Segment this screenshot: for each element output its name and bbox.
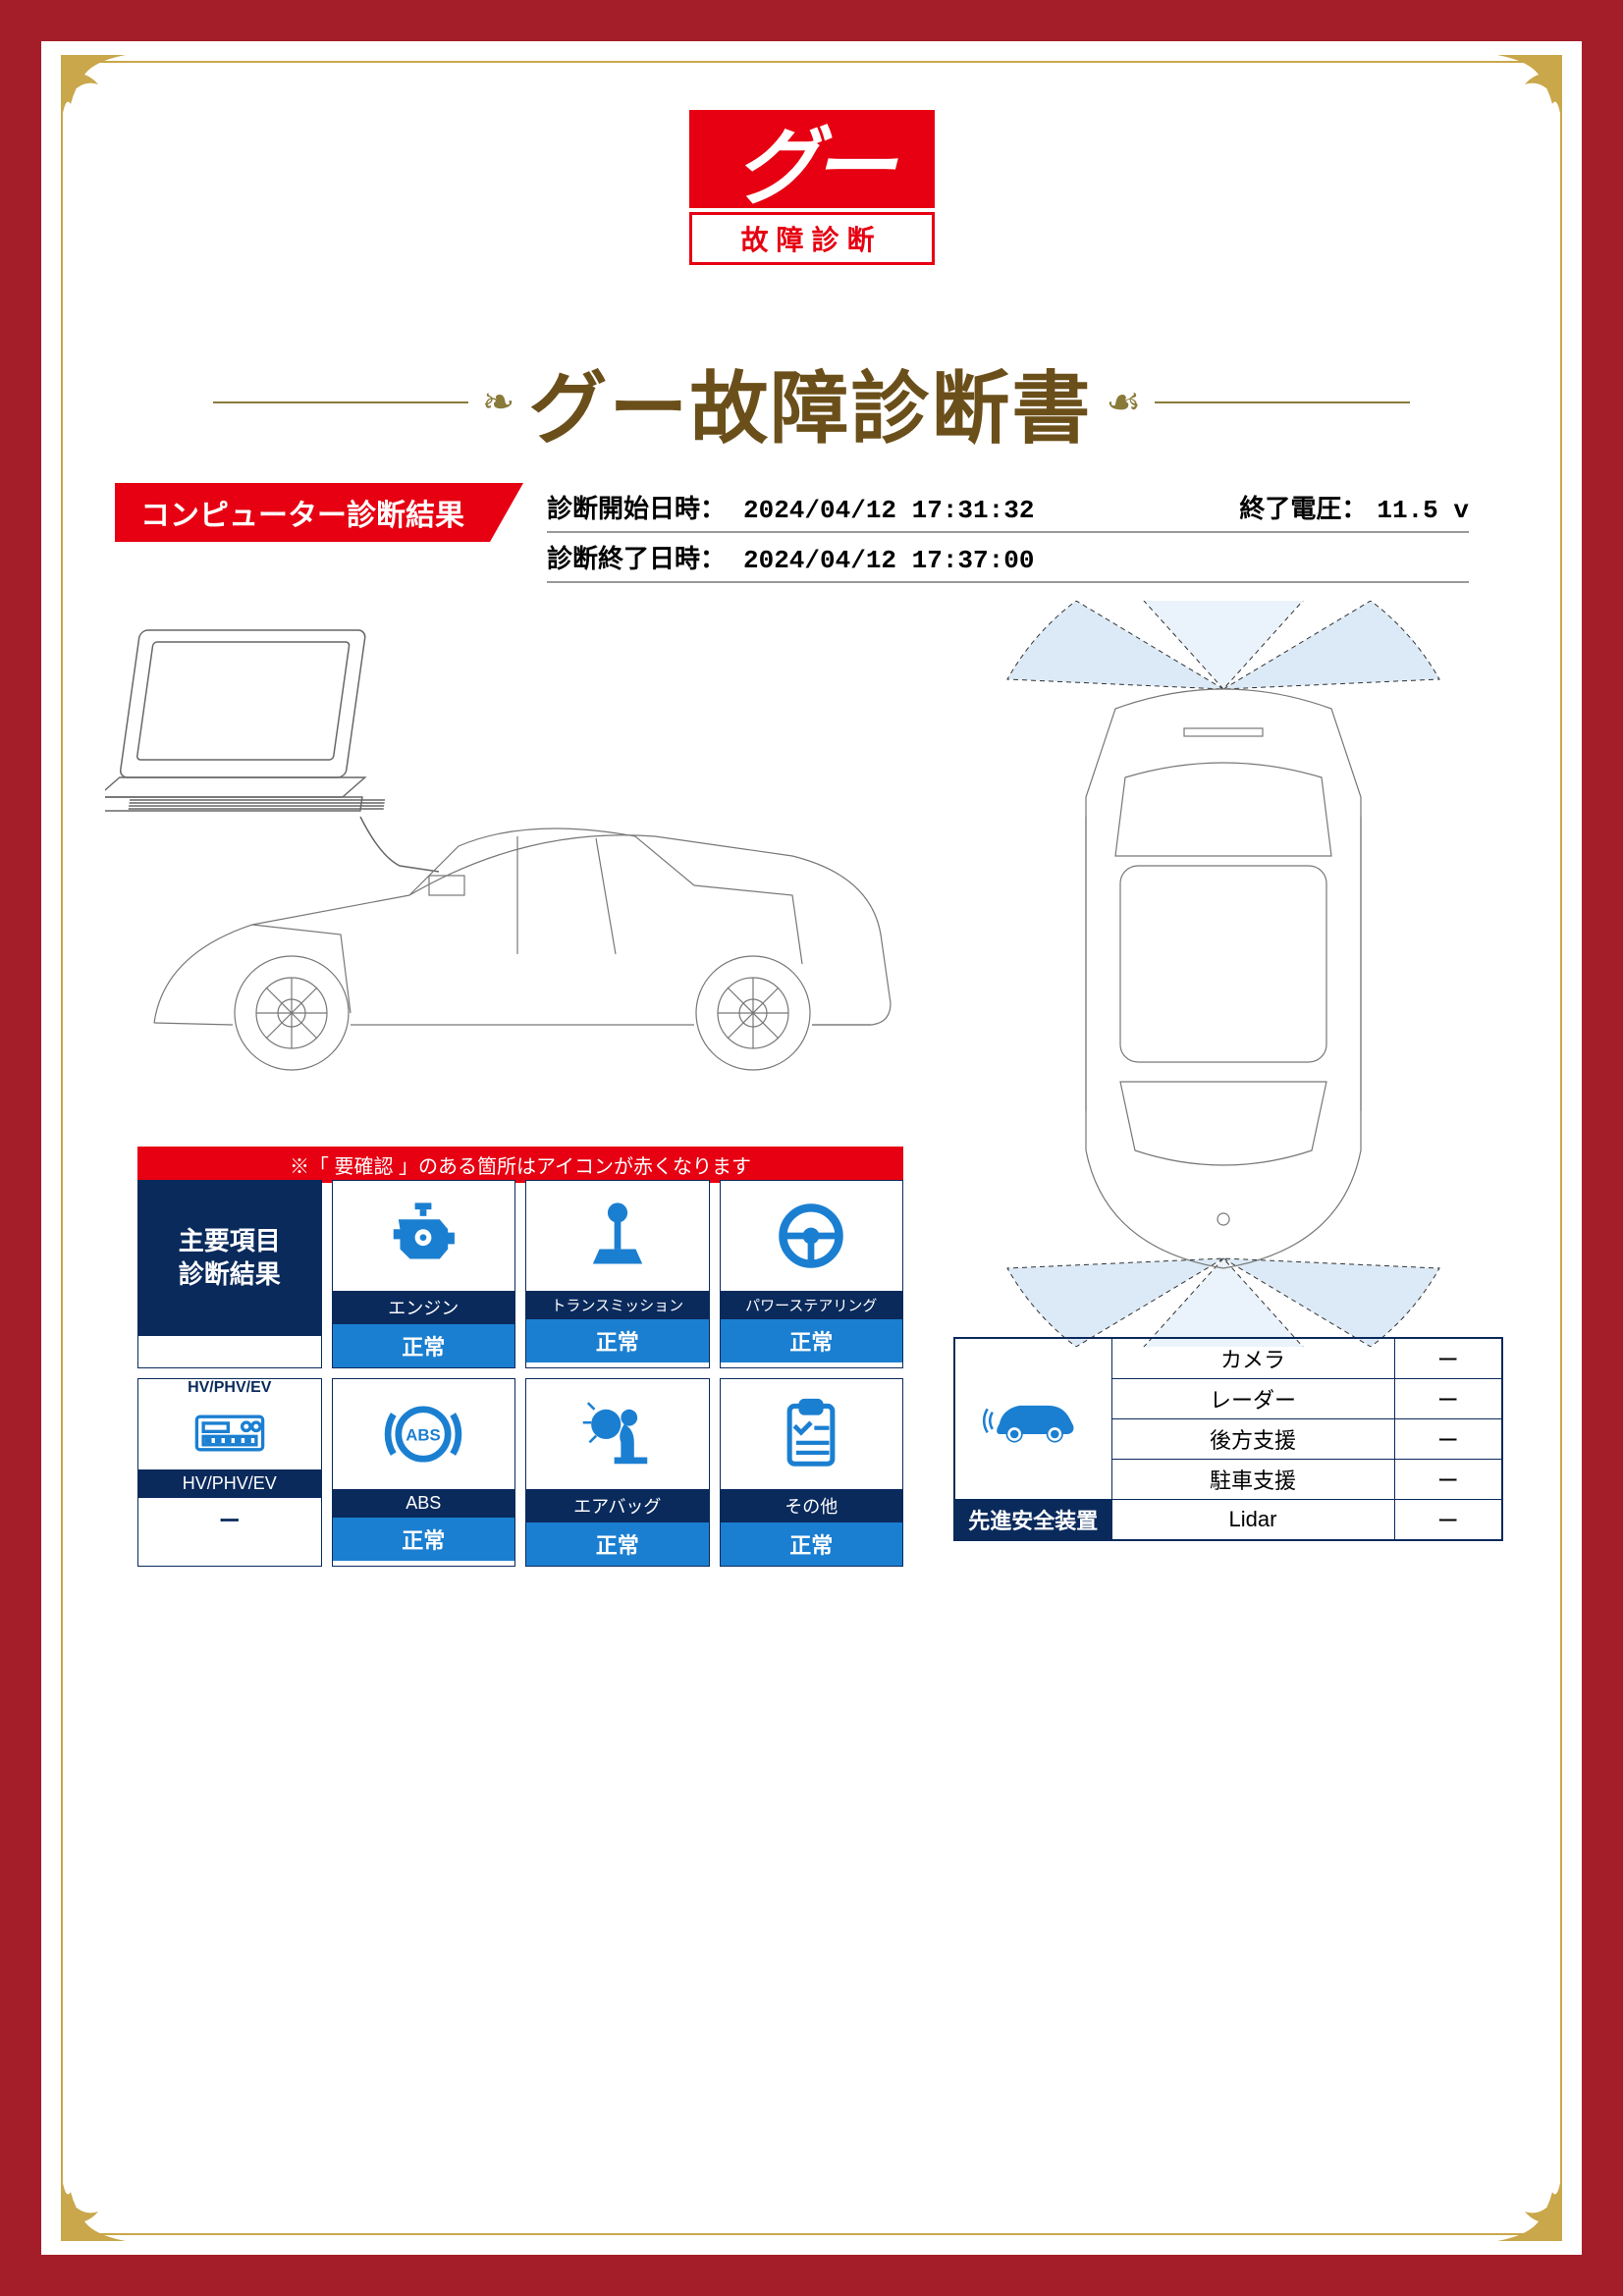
voltage-value: 11.5 v <box>1377 496 1469 525</box>
tile-hv: HV/PHV/EV HV/PHV/EV ー <box>137 1378 322 1567</box>
safety-row-val: ー <box>1394 1338 1502 1379</box>
safety-row-val: ー <box>1394 1379 1502 1419</box>
start-time-value: 2024/04/12 17:31:32 <box>743 496 1034 525</box>
steering-icon <box>721 1181 903 1291</box>
tile-status: 正常 <box>721 1319 903 1362</box>
abs-icon: ABS <box>333 1379 515 1489</box>
tile-status: 正常 <box>333 1324 515 1367</box>
section-ribbon: コンピューター診断結果 <box>115 483 523 542</box>
tile-engine: エンジン 正常 <box>332 1180 516 1368</box>
safety-row-name: カメラ <box>1111 1338 1394 1379</box>
corner-ornament-icon <box>55 55 126 126</box>
safety-table: カメラーレーダーー後方支援ー駐車支援ー先進安全装置Lidarー <box>953 1337 1503 1541</box>
tile-label: エアバッグ <box>526 1489 709 1522</box>
title-row: ❧ グー故障診断書 ☙ <box>41 346 1582 459</box>
end-time-value: 2024/04/12 17:37:00 <box>743 546 1034 575</box>
tile-status: 正常 <box>333 1518 515 1561</box>
tile-label: エンジン <box>333 1291 515 1324</box>
logo-subtitle: 故障診断 <box>689 212 935 265</box>
tile-label: その他 <box>721 1489 903 1522</box>
safety-row-name: レーダー <box>1111 1379 1394 1419</box>
corner-ornament-icon <box>1497 55 1568 126</box>
title-line-right <box>1155 401 1410 403</box>
engine-icon <box>333 1181 515 1291</box>
safety-row-val: ー <box>1394 1500 1502 1541</box>
safety-row-name: Lidar <box>1111 1500 1394 1541</box>
tile-header: 主要項目 診断結果 <box>137 1180 322 1368</box>
safety-row-name: 後方支援 <box>1111 1419 1394 1460</box>
flourish-icon: ❧ <box>482 380 515 425</box>
car-side-diagram-icon <box>105 601 910 1111</box>
hv-top-text: HV/PHV/EV <box>188 1379 271 1397</box>
tile-abs: ABS ABS 正常 <box>332 1378 516 1567</box>
table-row: カメラー <box>954 1338 1502 1379</box>
logo: グー 故障診断 <box>689 110 935 265</box>
page-content: グー 故障診断 ❧ グー故障診断書 ☙ コンピューター診断結果 診断開始日時： … <box>41 41 1582 2255</box>
safety-row-val: ー <box>1394 1419 1502 1460</box>
tile-status: 正常 <box>526 1319 709 1362</box>
tile-status: ー <box>138 1498 321 1541</box>
tile-status: 正常 <box>526 1522 709 1566</box>
transmission-icon <box>526 1181 709 1291</box>
safety-header: 先進安全装置 <box>954 1500 1111 1541</box>
start-time-label: 診断開始日時： <box>547 489 733 525</box>
info-row: 診断終了日時： 2024/04/12 17:37:00 <box>547 533 1469 583</box>
tile-airbag: エアバッグ 正常 <box>525 1378 710 1567</box>
info-row: 診断開始日時： 2024/04/12 17:31:32 終了電圧： 11.5 v <box>547 483 1469 533</box>
tile-label: ABS <box>333 1489 515 1518</box>
flourish-icon: ☙ <box>1106 380 1141 425</box>
diagnostic-info: 診断開始日時： 2024/04/12 17:31:32 終了電圧： 11.5 v… <box>547 483 1469 583</box>
diagnostic-grid: 主要項目 診断結果 エンジン 正常 トランスミッション 正常 パワーステアリング… <box>137 1180 903 1567</box>
title-line-left <box>213 401 468 403</box>
section-header: コンピューター診断結果 診断開始日時： 2024/04/12 17:31:32 … <box>115 483 1508 542</box>
corner-ornament-icon <box>55 2170 126 2241</box>
car-top-diagram-icon <box>929 601 1518 1347</box>
tile-label: トランスミッション <box>526 1291 709 1319</box>
end-time-label: 診断終了日時： <box>547 539 733 575</box>
airbag-icon <box>526 1379 709 1489</box>
tile-status: 正常 <box>721 1522 903 1566</box>
outer-frame: グー 故障診断 ❧ グー故障診断書 ☙ コンピューター診断結果 診断開始日時： … <box>0 0 1623 2296</box>
safety-row-val: ー <box>1394 1460 1502 1500</box>
clipboard-icon <box>721 1379 903 1489</box>
svg-text:ABS: ABS <box>406 1426 441 1445</box>
tile-power-steering: パワーステアリング 正常 <box>720 1180 904 1368</box>
voltage-label: 終了電圧： <box>1239 489 1377 525</box>
tile-other: その他 正常 <box>720 1378 904 1567</box>
tile-header-label: 主要項目 診断結果 <box>138 1181 321 1336</box>
tile-transmission: トランスミッション 正常 <box>525 1180 710 1368</box>
hv-icon: HV/PHV/EV <box>138 1379 321 1469</box>
tile-label: パワーステアリング <box>721 1291 903 1319</box>
safety-car-icon <box>954 1338 1111 1500</box>
note-bar: ※「 要確認 」のある箇所はアイコンが赤くなります <box>137 1147 903 1183</box>
table-row: 先進安全装置Lidarー <box>954 1500 1502 1541</box>
safety-row-name: 駐車支援 <box>1111 1460 1394 1500</box>
tile-label: HV/PHV/EV <box>138 1469 321 1498</box>
page-title: グー故障診断書 <box>528 346 1092 459</box>
corner-ornament-icon <box>1497 2170 1568 2241</box>
logo-brand: グー <box>689 110 935 208</box>
